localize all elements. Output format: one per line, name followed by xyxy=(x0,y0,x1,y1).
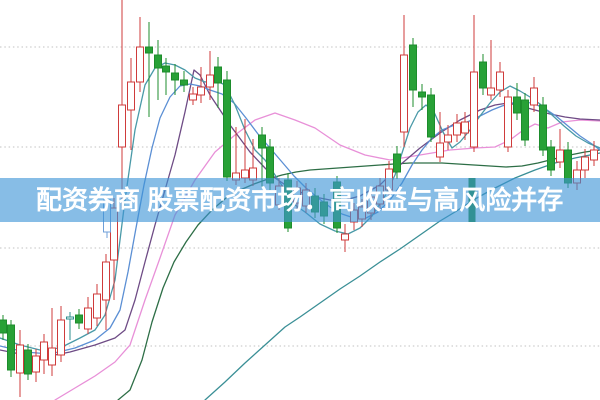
headline-text: 配资券商 股票配资市场：高收益与高风险并存 xyxy=(36,185,564,215)
candle xyxy=(223,79,231,178)
candle xyxy=(436,142,444,158)
candle xyxy=(453,122,461,136)
candle xyxy=(556,149,564,163)
candle xyxy=(84,307,92,330)
candle xyxy=(418,91,426,98)
candle xyxy=(427,94,435,138)
candle xyxy=(206,74,214,88)
candle xyxy=(214,66,222,84)
ma-dark-green-line xyxy=(117,149,600,400)
candle xyxy=(400,54,408,133)
candle xyxy=(136,46,144,83)
candle xyxy=(57,319,65,356)
candle xyxy=(258,134,266,149)
candle xyxy=(66,316,74,320)
candle xyxy=(547,146,555,171)
candle xyxy=(7,324,15,371)
candle xyxy=(504,96,512,148)
candle xyxy=(154,54,162,69)
candle xyxy=(75,314,83,324)
candle xyxy=(461,121,469,134)
candle xyxy=(470,71,478,148)
candle xyxy=(0,319,7,334)
candle xyxy=(189,93,197,101)
candle xyxy=(162,65,170,73)
candle xyxy=(513,96,521,114)
candle xyxy=(40,341,48,361)
candle xyxy=(496,71,504,91)
candle xyxy=(48,347,56,366)
candle xyxy=(479,61,487,89)
candle xyxy=(530,87,538,106)
candle xyxy=(197,86,205,96)
candle xyxy=(145,46,153,54)
candle xyxy=(409,44,417,91)
candle xyxy=(341,233,349,241)
candle xyxy=(521,99,529,141)
candle xyxy=(590,149,598,161)
candle xyxy=(32,355,40,373)
headline-banner: 配资券商 股票配资市场：高收益与高风险并存 xyxy=(0,178,600,222)
candle xyxy=(444,134,452,143)
candle xyxy=(487,87,495,96)
candle xyxy=(127,81,135,111)
candle xyxy=(16,344,24,374)
candle xyxy=(118,104,126,148)
gridlines xyxy=(0,46,600,347)
candle xyxy=(539,104,547,151)
ma-long-teal-line xyxy=(204,152,600,400)
candle xyxy=(180,79,188,86)
candle xyxy=(102,261,110,301)
candle xyxy=(581,156,589,171)
candle xyxy=(241,169,249,179)
candle xyxy=(171,72,179,81)
candle xyxy=(93,293,101,319)
candle xyxy=(24,349,32,375)
candle xyxy=(393,153,401,173)
